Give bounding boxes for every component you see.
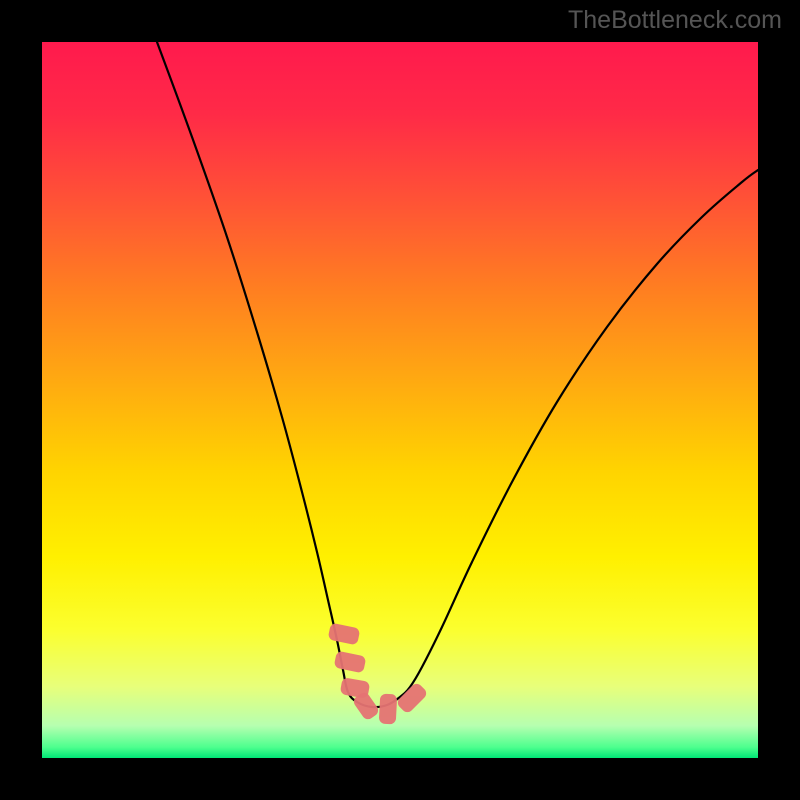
attribution-label: TheBottleneck.com: [568, 6, 782, 35]
valley-marker: [334, 651, 367, 674]
valley-marker: [328, 623, 361, 646]
plot-area: [42, 42, 758, 758]
valley-marker: [395, 681, 428, 714]
valley-marker: [379, 694, 398, 725]
curve-layer: [42, 42, 758, 758]
bottleneck-curve: [157, 42, 758, 707]
